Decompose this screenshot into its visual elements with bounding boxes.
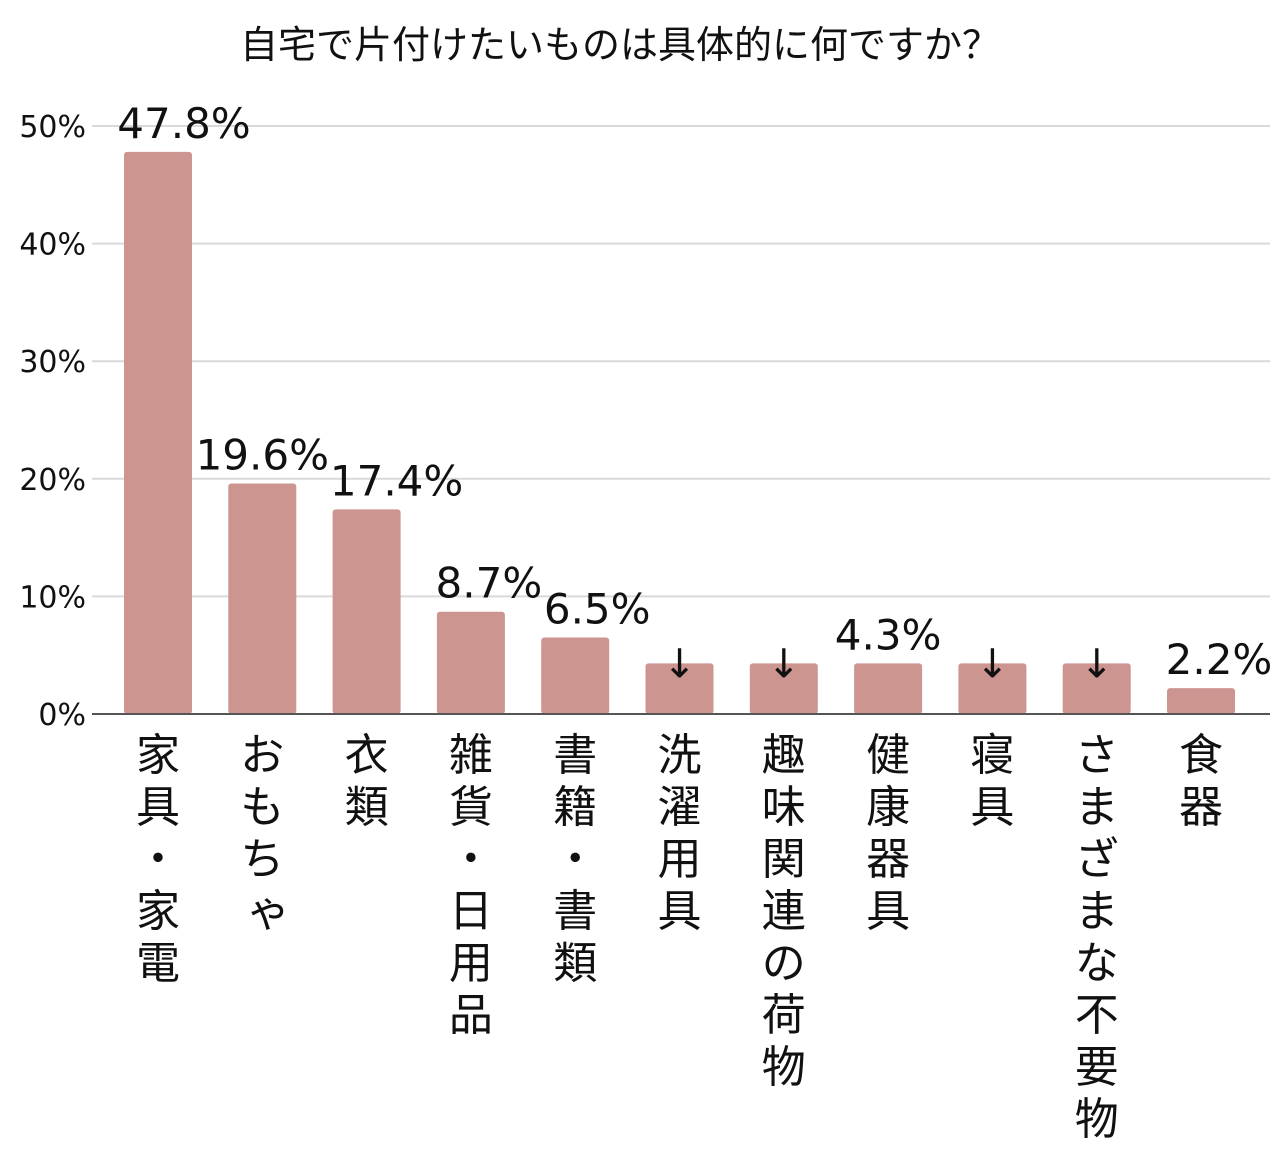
category-char: 具 xyxy=(658,886,702,937)
category-char: ゃ xyxy=(246,886,290,937)
arrow-annotation: ↓ xyxy=(1080,641,1114,687)
category-char: 家 xyxy=(136,730,180,781)
category-char: 類 xyxy=(345,782,389,833)
data-label: 17.4% xyxy=(330,456,463,505)
category-char: ・ xyxy=(553,834,597,885)
category-char: ざ xyxy=(1075,834,1119,885)
category-char: ま xyxy=(1075,886,1119,937)
arrow-annotation: ↓ xyxy=(976,641,1010,687)
category-char: 類 xyxy=(553,938,597,989)
chart-title: 自宅で片付けたいものは具体的に何ですか？ xyxy=(240,23,1000,67)
category-char: 日 xyxy=(449,886,493,937)
category-char: 関 xyxy=(762,834,806,885)
category-char: 貨 xyxy=(449,782,493,833)
y-tick-label: 50% xyxy=(19,110,86,145)
category-char: 食 xyxy=(1179,730,1223,781)
category-char: な xyxy=(1075,938,1119,989)
bar xyxy=(124,151,192,714)
category-char: 具 xyxy=(136,782,180,833)
category-labels: 家具・家電おもちゃ衣類雑貨・日用品書籍・書類洗濯用具趣味関連の荷物健康器具寝具さ… xyxy=(136,730,1223,1145)
data-label: 6.5% xyxy=(544,585,651,634)
category-label: 雑貨・日用品 xyxy=(449,730,493,1041)
category-label: 書籍・書類 xyxy=(553,730,597,989)
bar xyxy=(541,637,610,714)
y-tick-label: 40% xyxy=(19,228,86,263)
category-char: ま xyxy=(1075,782,1119,833)
bars xyxy=(124,151,1235,714)
category-char: 健 xyxy=(866,730,910,781)
gridlines xyxy=(92,125,1270,598)
category-char: 濯 xyxy=(658,782,702,833)
data-label: 8.7% xyxy=(436,559,543,608)
category-char: 書 xyxy=(553,730,597,781)
category-char: 不 xyxy=(1075,990,1119,1041)
category-char: 器 xyxy=(1179,782,1223,833)
bar xyxy=(958,663,1027,714)
category-char: 用 xyxy=(658,834,702,885)
y-tick-label: 30% xyxy=(19,345,86,380)
category-char: 康 xyxy=(866,782,910,833)
category-char: 具 xyxy=(866,886,910,937)
category-char: ち xyxy=(240,834,284,885)
category-char: 品 xyxy=(449,990,493,1041)
bar xyxy=(1062,663,1131,714)
bar xyxy=(854,663,923,714)
category-char: 器 xyxy=(866,834,910,885)
category-char: 物 xyxy=(762,1042,806,1093)
y-tick-label: 0% xyxy=(38,698,86,733)
bar xyxy=(749,663,818,714)
bar xyxy=(645,663,714,714)
category-char: さ xyxy=(1075,730,1119,781)
data-label: 2.2% xyxy=(1166,635,1273,684)
category-char: 用 xyxy=(449,938,493,989)
category-label: 家具・家電 xyxy=(136,730,180,989)
category-char: 雑 xyxy=(449,730,493,781)
category-char: 衣 xyxy=(345,730,389,781)
bar xyxy=(228,483,297,714)
category-char: ・ xyxy=(449,834,493,885)
category-char: も xyxy=(240,782,284,833)
data-label: 47.8% xyxy=(117,99,250,148)
category-char: の xyxy=(762,938,806,989)
category-char: 荷 xyxy=(762,990,806,1041)
category-char: 書 xyxy=(553,886,597,937)
category-char: 寝 xyxy=(970,730,1014,781)
category-char: 家 xyxy=(136,886,180,937)
category-char: 電 xyxy=(136,938,180,989)
category-char: 要 xyxy=(1075,1042,1119,1093)
bar xyxy=(436,611,505,714)
arrow-annotation: ↓ xyxy=(767,641,801,687)
category-char: ・ xyxy=(136,834,180,885)
category-label: 食器 xyxy=(1179,730,1223,833)
category-label: 寝具 xyxy=(970,730,1014,833)
category-char: 洗 xyxy=(658,730,702,781)
category-char: 味 xyxy=(762,782,806,833)
category-char: 籍 xyxy=(553,782,597,833)
bar xyxy=(1167,688,1235,714)
category-label: 衣類 xyxy=(345,730,389,833)
data-labels: 47.8% 19.6%17.4% 8.7%6.5% ↓ ↓ 4.3% ↓ ↓ 2.2% xyxy=(117,99,1272,688)
arrow-annotation: ↓ xyxy=(663,641,697,687)
category-char: 趣 xyxy=(762,730,806,781)
category-char: お xyxy=(240,730,284,781)
data-label: 4.3% xyxy=(835,610,942,659)
y-tick-label: 20% xyxy=(19,463,86,498)
y-axis-ticks: 0% 10% 20% 30% 40% 50% xyxy=(19,110,86,733)
category-char: 具 xyxy=(970,782,1014,833)
category-char: 物 xyxy=(1075,1094,1119,1145)
bar xyxy=(332,509,401,714)
data-label: 19.6% xyxy=(196,431,329,480)
category-char: 連 xyxy=(762,886,806,937)
y-tick-label: 10% xyxy=(19,580,86,615)
